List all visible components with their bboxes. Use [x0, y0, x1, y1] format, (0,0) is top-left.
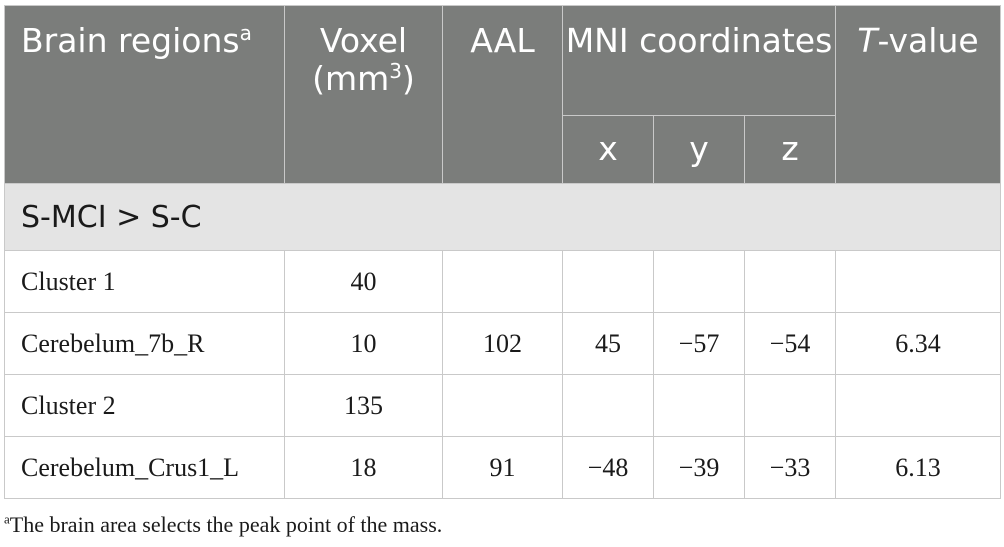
header-voxel: Voxel (mm3) [284, 5, 443, 184]
cell-aal [442, 250, 563, 313]
table-row: Cluster 1 40 [4, 250, 1001, 313]
cell-z [744, 250, 836, 313]
cell-x: 45 [562, 312, 654, 375]
cell-region: Cluster 2 [4, 374, 285, 437]
header-mni-coordinates: MNI coordinates [562, 5, 836, 116]
cell-y [653, 250, 745, 313]
cell-x: −48 [562, 436, 654, 499]
results-table: Brain regionsa Voxel (mm3) AAL MNI coordi… [4, 5, 1001, 499]
section-label: S-MCI > S-C [4, 183, 1001, 251]
cell-voxel: 135 [284, 374, 443, 437]
cell-voxel: 40 [284, 250, 443, 313]
cell-aal [442, 374, 563, 437]
table-row: Cerebelum_Crus1_L 18 91 −48 −39 −33 6.13 [4, 436, 1001, 499]
header-x: x [562, 115, 654, 184]
table-row: Cerebelum_7b_R 10 102 45 −57 −54 6.34 [4, 312, 1001, 375]
cell-t [835, 250, 1001, 313]
cell-z: −54 [744, 312, 836, 375]
cell-region: Cerebelum_Crus1_L [4, 436, 285, 499]
cell-y: −39 [653, 436, 745, 499]
cell-voxel: 18 [284, 436, 443, 499]
cell-region: Cluster 1 [4, 250, 285, 313]
header-t-value: T-value [835, 5, 1001, 184]
cell-aal: 91 [442, 436, 563, 499]
header-aal: AAL [442, 5, 563, 184]
cell-voxel: 10 [284, 312, 443, 375]
cell-aal: 102 [442, 312, 563, 375]
footnote-text: The brain area selects the peak point of… [9, 512, 443, 537]
cell-z [744, 374, 836, 437]
cell-z: −33 [744, 436, 836, 499]
footnote-marker: a [4, 511, 10, 527]
header-z: z [744, 115, 836, 184]
cell-x [562, 250, 654, 313]
header-y: y [653, 115, 745, 184]
cell-t: 6.13 [835, 436, 1001, 499]
cell-t: 6.34 [835, 312, 1001, 375]
table-row: Cluster 2 135 [4, 374, 1001, 437]
table-footnote: aThe brain area selects the peak point o… [4, 512, 442, 538]
cell-y [653, 374, 745, 437]
header-brain-regions: Brain regionsa [4, 5, 285, 184]
cell-y: −57 [653, 312, 745, 375]
cell-x [562, 374, 654, 437]
cell-t [835, 374, 1001, 437]
cell-region: Cerebelum_7b_R [4, 312, 285, 375]
